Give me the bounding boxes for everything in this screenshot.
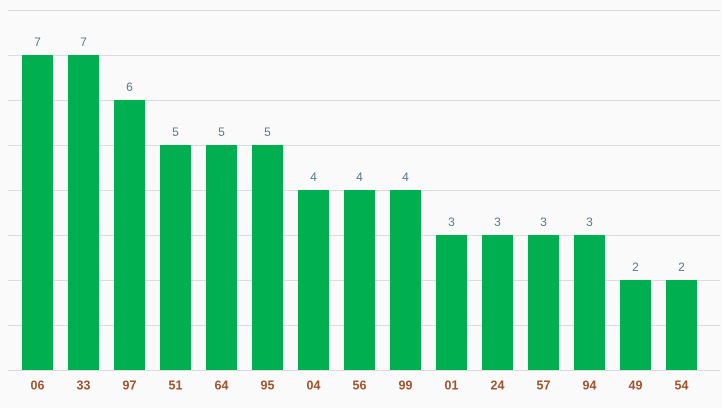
- value-label: 4: [356, 170, 363, 184]
- value-label: 5: [172, 125, 179, 139]
- value-label: 2: [632, 260, 639, 274]
- value-label: 4: [402, 170, 409, 184]
- value-label: 5: [218, 125, 225, 139]
- x-tick-label: 51: [169, 378, 183, 392]
- value-label: 7: [80, 35, 87, 49]
- value-label: 3: [586, 215, 593, 229]
- bar: [252, 145, 283, 370]
- x-tick-label: 97: [123, 378, 137, 392]
- x-tick-label: 04: [307, 378, 321, 392]
- value-label: 3: [494, 215, 501, 229]
- x-tick-label: 06: [31, 378, 45, 392]
- x-tick-label: 56: [353, 378, 367, 392]
- bar: [390, 190, 421, 370]
- bar: [22, 55, 53, 370]
- value-label: 3: [540, 215, 547, 229]
- x-tick-label: 94: [583, 378, 597, 392]
- bar: [620, 280, 651, 370]
- x-tick-label: 54: [675, 378, 689, 392]
- x-tick-label: 01: [445, 378, 459, 392]
- x-tick-label: 49: [629, 378, 643, 392]
- x-tick-label: 99: [399, 378, 413, 392]
- x-tick-label: 95: [261, 378, 275, 392]
- bar: [68, 55, 99, 370]
- x-tick-label: 57: [537, 378, 551, 392]
- bar: [436, 235, 467, 370]
- bar: [574, 235, 605, 370]
- value-label: 2: [678, 260, 685, 274]
- value-label: 4: [310, 170, 317, 184]
- value-label: 6: [126, 80, 133, 94]
- bar: [160, 145, 191, 370]
- x-tick-label: 24: [491, 378, 505, 392]
- bar: [344, 190, 375, 370]
- value-label: 7: [34, 35, 41, 49]
- bar: [666, 280, 697, 370]
- x-tick-label: 64: [215, 378, 229, 392]
- x-tick-label: 33: [77, 378, 91, 392]
- value-label: 5: [264, 125, 271, 139]
- bar: [482, 235, 513, 370]
- bar: [528, 235, 559, 370]
- bar: [298, 190, 329, 370]
- bar: [114, 100, 145, 370]
- value-label: 3: [448, 215, 455, 229]
- bar: [206, 145, 237, 370]
